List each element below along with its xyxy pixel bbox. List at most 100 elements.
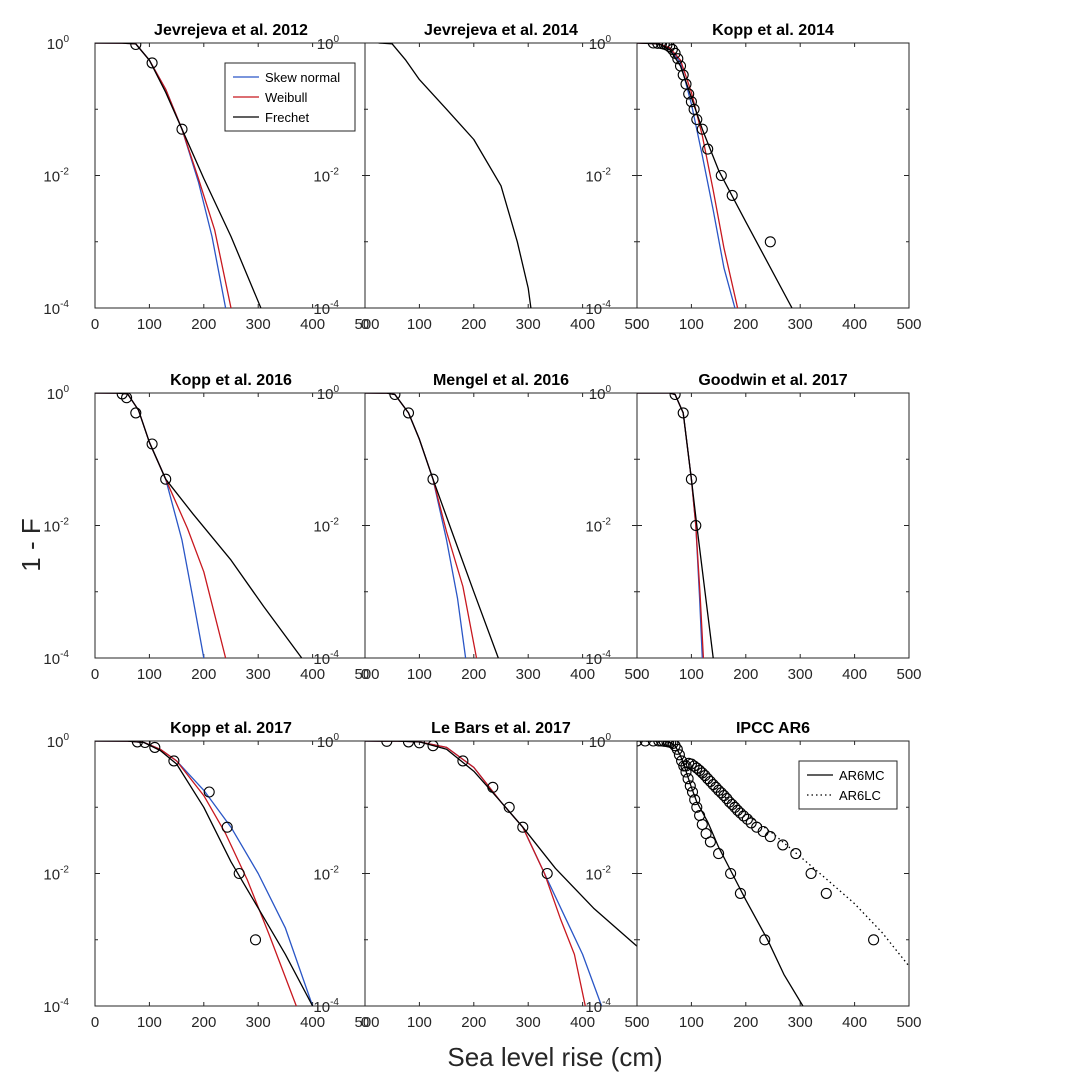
x-tick-label: 200: [191, 316, 216, 333]
data-point: [734, 887, 746, 899]
x-tick-label: 400: [842, 1014, 867, 1031]
data-point: [704, 836, 716, 848]
plot-title: Kopp et al. 2017: [170, 720, 292, 737]
panels: Jevrejeva et al. 2012 0 100 200 300 400 500 100…: [43, 22, 921, 1031]
data-point: [732, 804, 744, 816]
data-point: [647, 741, 659, 747]
subplot-1: Jevrejeva et al. 2012 0 100 200 300 400 500 100…: [43, 22, 379, 333]
data-point: [121, 393, 133, 404]
data-point: [149, 741, 161, 753]
data-point: [221, 821, 233, 833]
plot-title: Le Bars et al. 2017: [431, 720, 571, 737]
x-tick-label: 0: [361, 1014, 369, 1031]
data-point: [704, 775, 716, 788]
plot-area: [364, 42, 638, 309]
data-point: [146, 57, 158, 69]
data-point: [413, 741, 425, 749]
data-point: [820, 887, 832, 899]
x-tick-label: 100: [679, 1014, 704, 1031]
y-tick-label: 10-4: [313, 997, 339, 1016]
data-point: [689, 794, 701, 806]
data-point: [427, 473, 439, 485]
y-tick-label: 10-4: [585, 649, 611, 668]
data-point: [639, 741, 651, 747]
y-tick-label: 100: [47, 384, 70, 403]
data-point: [680, 760, 692, 772]
x-tick-label: 500: [354, 666, 379, 683]
data-point: [168, 755, 180, 767]
x-tick-label: 500: [624, 666, 649, 683]
x-tick-label: 500: [896, 316, 921, 333]
data-point: [487, 781, 499, 793]
series-line-frechet: [378, 43, 532, 308]
x-tick-label: 0: [633, 1014, 641, 1031]
data-point: [738, 810, 750, 822]
data-point: [702, 143, 714, 155]
plot-title: Jevrejeva et al. 2012: [154, 22, 308, 39]
x-tick-label: 100: [137, 316, 162, 333]
data-point: [233, 867, 245, 880]
data-point: [653, 741, 665, 747]
x-tick-label: 0: [91, 666, 99, 683]
series-line-frechet: [95, 393, 303, 658]
y-tick-label: 10-4: [585, 299, 611, 318]
data-point: [402, 407, 415, 419]
x-tick-label: 400: [842, 316, 867, 333]
data-point: [759, 934, 771, 946]
data-point: [713, 848, 725, 860]
data-point: [682, 773, 694, 785]
plot-area: [94, 392, 368, 659]
series-group: [95, 741, 314, 1006]
y-tick-label: 100: [47, 34, 70, 53]
legend-label: Skew normal: [265, 70, 340, 85]
series-group: [365, 393, 499, 658]
data-point: [683, 88, 695, 100]
plot-area: [94, 740, 368, 1007]
data-point: [691, 801, 703, 813]
data-point: [203, 786, 215, 798]
x-tick-label: 300: [516, 316, 541, 333]
plot-title: Mengel et al. 2016: [433, 372, 569, 389]
series-line-frechet: [95, 741, 314, 1006]
data-point: [130, 43, 142, 51]
x-tick-label: 400: [300, 666, 325, 683]
data-point: [541, 867, 553, 880]
x-tick-label: 400: [842, 666, 867, 683]
y-axis-label: 1 - F: [16, 518, 46, 571]
plot-area: [636, 42, 910, 309]
x-tick-label: 200: [191, 1014, 216, 1031]
series-group: [95, 43, 262, 308]
data-point: [677, 407, 689, 419]
x-tick-label: 400: [300, 1014, 325, 1031]
x-tick-label: 200: [733, 1014, 758, 1031]
data-point: [696, 123, 708, 135]
x-tick-label: 200: [733, 666, 758, 683]
y-tick-label: 10-4: [585, 997, 611, 1016]
data-point: [680, 78, 692, 90]
x-tick-label: 300: [246, 1014, 271, 1031]
legend: AR6MC AR6LC: [798, 760, 898, 810]
legend-label: AR6MC: [839, 768, 885, 783]
x-tick-label: 0: [361, 316, 369, 333]
y-tick-label: 10-2: [43, 865, 69, 884]
x-tick-label: 200: [461, 316, 486, 333]
data-point: [690, 519, 702, 532]
data-point: [402, 741, 415, 748]
legend-label: Frechet: [265, 110, 309, 125]
series-group: [637, 43, 793, 308]
data-point: [691, 113, 703, 126]
plot-title: Kopp et al. 2014: [712, 22, 834, 39]
x-tick-label: 100: [137, 1014, 162, 1031]
data-point: [664, 43, 676, 53]
y-tick-label: 100: [47, 732, 70, 751]
x-tick-label: 300: [788, 316, 813, 333]
legend-box: [798, 760, 898, 810]
x-tick-label: 200: [191, 666, 216, 683]
x-tick-label: 0: [91, 1014, 99, 1031]
legend: Skew normal Weibull Frechet: [224, 62, 356, 132]
x-tick-label: 200: [461, 666, 486, 683]
x-tick-label: 200: [733, 316, 758, 333]
data-point: [725, 867, 737, 880]
